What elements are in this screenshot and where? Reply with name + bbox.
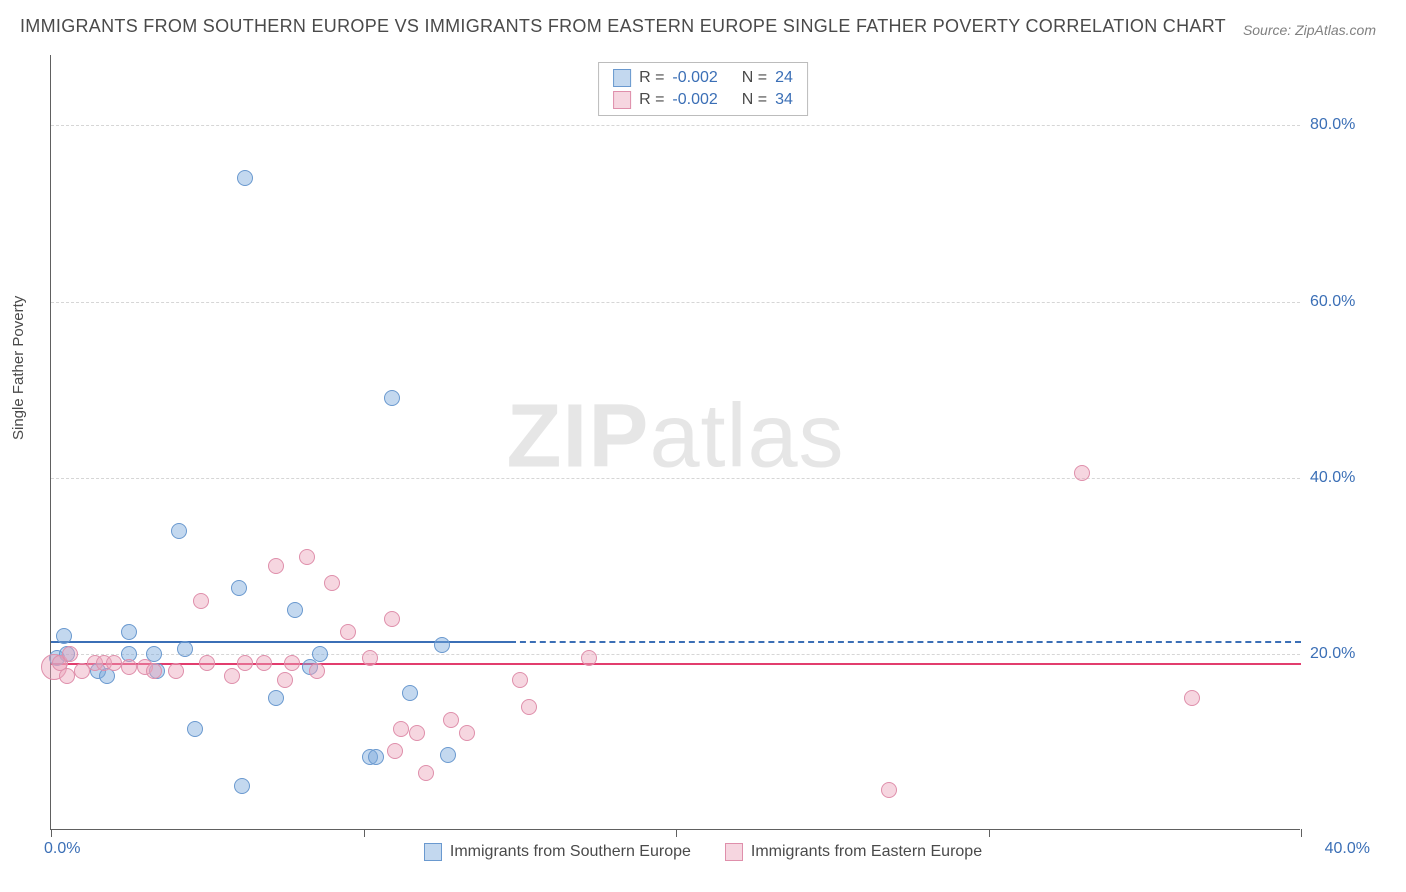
x-start-label: 0.0%	[44, 840, 80, 858]
y-tick-label: 40.0%	[1310, 469, 1380, 487]
point-eastern	[256, 655, 272, 671]
point-eastern	[521, 699, 537, 715]
trend-line-southern-dashed	[510, 641, 1301, 643]
point-southern	[384, 390, 400, 406]
point-southern	[268, 690, 284, 706]
n-label: N =	[742, 69, 767, 87]
point-southern	[287, 602, 303, 618]
y-tick-label: 60.0%	[1310, 293, 1380, 311]
watermark-bold: ZIP	[506, 386, 649, 486]
x-axis-labels: 0.0% 40.0%	[50, 840, 1300, 870]
watermark-rest: atlas	[649, 386, 844, 486]
grid-line	[51, 478, 1300, 479]
point-eastern	[393, 721, 409, 737]
point-southern	[402, 685, 418, 701]
point-eastern	[199, 655, 215, 671]
x-tick	[51, 829, 52, 837]
point-southern	[187, 721, 203, 737]
point-eastern	[168, 663, 184, 679]
point-southern	[312, 646, 328, 662]
point-eastern	[409, 725, 425, 741]
point-eastern	[277, 672, 293, 688]
r-label: R =	[639, 91, 664, 109]
y-axis-label: Single Father Poverty	[10, 296, 27, 440]
point-eastern	[324, 575, 340, 591]
point-eastern	[299, 549, 315, 565]
point-eastern	[121, 659, 137, 675]
swatch-southern	[613, 69, 631, 87]
plot-area: ZIPatlas 20.0%40.0%60.0%80.0%	[50, 55, 1300, 830]
point-eastern	[193, 593, 209, 609]
r-value: -0.002	[672, 69, 717, 87]
point-southern	[237, 170, 253, 186]
point-eastern	[106, 655, 122, 671]
point-southern	[234, 778, 250, 794]
point-eastern	[418, 765, 434, 781]
point-southern	[368, 749, 384, 765]
source-attribution: Source: ZipAtlas.com	[1243, 22, 1376, 38]
point-southern	[434, 637, 450, 653]
point-southern	[121, 624, 137, 640]
point-eastern	[362, 650, 378, 666]
watermark: ZIPatlas	[506, 385, 844, 488]
point-southern	[440, 747, 456, 763]
r-value: -0.002	[672, 91, 717, 109]
point-eastern	[443, 712, 459, 728]
x-tick	[676, 829, 677, 837]
x-tick	[1301, 829, 1302, 837]
point-eastern	[237, 655, 253, 671]
correlation-legend: R = -0.002 N = 24 R = -0.002 N = 34	[598, 62, 808, 116]
point-eastern	[62, 646, 78, 662]
point-southern	[177, 641, 193, 657]
point-eastern	[340, 624, 356, 640]
point-eastern	[384, 611, 400, 627]
point-southern	[231, 580, 247, 596]
y-tick-label: 20.0%	[1310, 645, 1380, 663]
y-tick-label: 80.0%	[1310, 116, 1380, 134]
point-southern	[171, 523, 187, 539]
point-eastern	[512, 672, 528, 688]
point-eastern	[309, 663, 325, 679]
point-southern	[56, 628, 72, 644]
point-eastern	[459, 725, 475, 741]
grid-line	[51, 302, 1300, 303]
grid-line	[51, 654, 1300, 655]
x-tick	[364, 829, 365, 837]
point-eastern	[59, 668, 75, 684]
n-value: 24	[775, 69, 793, 87]
x-tick	[989, 829, 990, 837]
grid-line	[51, 125, 1300, 126]
point-eastern	[146, 663, 162, 679]
point-eastern	[224, 668, 240, 684]
swatch-eastern	[613, 91, 631, 109]
legend-row-southern: R = -0.002 N = 24	[613, 67, 793, 89]
chart-title: IMMIGRANTS FROM SOUTHERN EUROPE VS IMMIG…	[20, 16, 1226, 37]
point-eastern	[881, 782, 897, 798]
r-label: R =	[639, 69, 664, 87]
point-eastern	[1074, 465, 1090, 481]
point-eastern	[1184, 690, 1200, 706]
n-label: N =	[742, 91, 767, 109]
x-end-label: 40.0%	[1325, 840, 1370, 858]
point-eastern	[387, 743, 403, 759]
legend-row-eastern: R = -0.002 N = 34	[613, 89, 793, 111]
point-eastern	[581, 650, 597, 666]
point-eastern	[268, 558, 284, 574]
n-value: 34	[775, 91, 793, 109]
point-eastern	[284, 655, 300, 671]
